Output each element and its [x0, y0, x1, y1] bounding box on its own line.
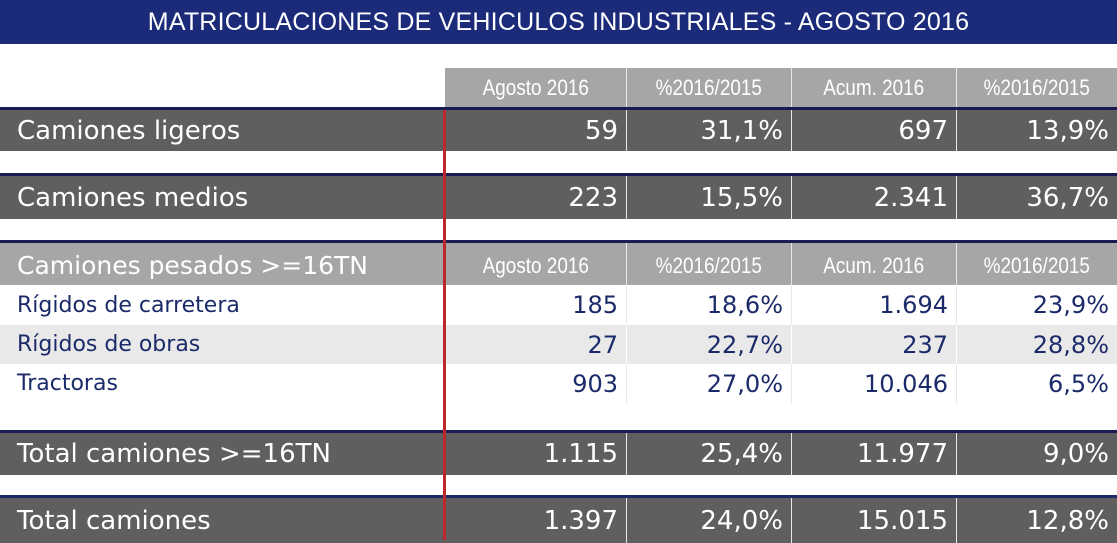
col-header-agosto: Agosto 2016	[445, 68, 626, 107]
value-pct-acum: 9,0%	[956, 433, 1117, 475]
value-agosto: 223	[568, 182, 618, 213]
col-header-pct-acum: %2016/2015	[956, 243, 1117, 288]
row-label: Total camiones	[17, 505, 211, 536]
value-pct-acum: 12,8%	[956, 498, 1117, 543]
value-pct-month: 15,5%	[626, 176, 791, 219]
value-pct-acum: 13,9%	[956, 110, 1117, 151]
page-title: MATRICULACIONES DE VEHICULOS INDUSTRIALE…	[0, 0, 1117, 44]
label-divider-line	[443, 110, 446, 540]
value-acum: 237	[791, 325, 956, 364]
table-row-tractoras: Tractoras 903 27,0% 10.046 6,5%	[0, 364, 1117, 404]
table-row-total-16tn: Total camiones >=16TN 1.115 25,4% 11.977…	[0, 430, 1117, 475]
value-agosto: 27	[587, 330, 618, 359]
row-label: Camiones ligeros	[17, 115, 241, 146]
value-agosto: 903	[572, 370, 618, 398]
value-agosto: 1.115	[543, 439, 618, 469]
row-label: Camiones medios	[17, 182, 249, 213]
value-pct-month: 18,6%	[626, 285, 791, 325]
value-acum: 11.977	[791, 433, 956, 475]
table-row-ligeros: Camiones ligeros 59 31,1% 697 13,9%	[0, 107, 1117, 151]
col-header-agosto: Agosto 2016	[482, 252, 589, 278]
value-pct-month: 27,0%	[626, 364, 791, 404]
col-header-pct-month: %2016/2015	[626, 68, 791, 107]
table-row-rigidos-obras: Rígidos de obras 27 22,7% 237 28,8%	[0, 325, 1117, 364]
col-header-pct-month: %2016/2015	[626, 243, 791, 288]
value-pct-month: 24,0%	[626, 498, 791, 543]
col-header-acum: Acum. 2016	[791, 68, 956, 107]
col-header-acum: Acum. 2016	[791, 243, 956, 288]
value-agosto: 59	[584, 115, 618, 146]
header-spacer	[0, 68, 445, 107]
value-pct-acum: 23,9%	[956, 285, 1117, 325]
table-row-rigidos-carretera: Rígidos de carretera 185 18,6% 1.694 23,…	[0, 285, 1117, 325]
value-agosto: 185	[572, 291, 618, 319]
table-row-medios: Camiones medios 223 15,5% 2.341 36,7%	[0, 173, 1117, 219]
value-acum: 10.046	[791, 364, 956, 404]
value-pct-acum: 36,7%	[956, 176, 1117, 219]
row-label: Tractoras	[17, 370, 118, 396]
value-acum: 1.694	[791, 285, 956, 325]
section-header-pesados: Camiones pesados >=16TN Agosto 2016 %201…	[0, 240, 1117, 288]
value-agosto: 1.397	[543, 505, 618, 536]
value-pct-month: 31,1%	[626, 110, 791, 151]
row-label: Total camiones >=16TN	[17, 439, 331, 469]
row-label: Rígidos de obras	[17, 332, 201, 357]
value-pct-month: 22,7%	[626, 325, 791, 364]
col-header-pct-acum: %2016/2015	[956, 68, 1117, 107]
value-pct-acum: 28,8%	[956, 325, 1117, 364]
value-pct-acum: 6,5%	[956, 364, 1117, 404]
value-acum: 15.015	[791, 498, 956, 543]
value-acum: 697	[791, 110, 956, 151]
section-title: Camiones pesados >=16TN	[17, 251, 368, 280]
column-header-row: Agosto 2016 %2016/2015 Acum. 2016 %2016/…	[0, 68, 1117, 107]
value-pct-month: 25,4%	[626, 433, 791, 475]
row-label: Rígidos de carretera	[17, 292, 240, 318]
value-acum: 2.341	[791, 176, 956, 219]
table-row-total: Total camiones 1.397 24,0% 15.015 12,8%	[0, 495, 1117, 543]
